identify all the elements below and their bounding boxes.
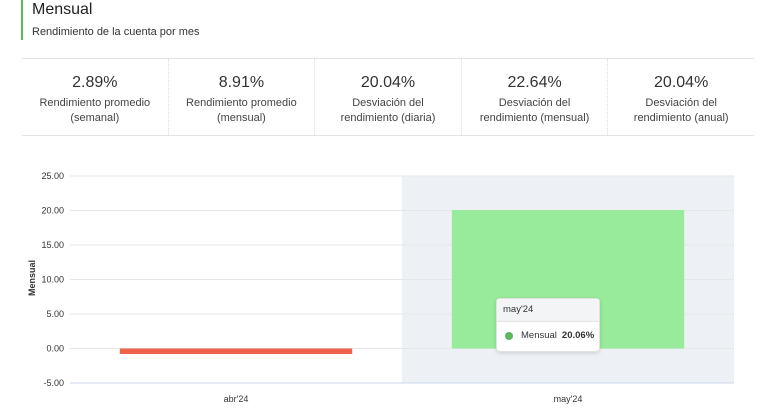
stat-label: Rendimiento promedio (semanal) xyxy=(39,97,151,124)
stat-label: Desviación del rendimiento (diaria) xyxy=(340,97,436,124)
tooltip-series-name: Mensual xyxy=(521,330,557,341)
y-axis-label: Mensual xyxy=(27,260,37,296)
y-tick-label: 20.00 xyxy=(41,206,64,216)
series-marker-icon xyxy=(505,331,513,340)
bar-abr24[interactable] xyxy=(119,348,353,355)
tooltip-value: 20.06% xyxy=(561,330,595,341)
page-subtitle: Rendimiento de la cuenta por mes xyxy=(32,26,200,38)
x-tick-label: may'24 xyxy=(554,394,583,404)
stat-daily-deviation: 20.04% Desviación del rendimiento (diaria… xyxy=(314,59,461,135)
tooltip-row: Mensual 20.06% xyxy=(497,322,599,341)
stat-label: Desviación del rendimiento (mensual) xyxy=(479,97,590,124)
stat-annual-deviation: 20.04% Desviación del rendimiento (anual) xyxy=(607,59,754,135)
stat-value: 20.04% xyxy=(654,74,709,91)
stat-value: 8.91% xyxy=(218,74,265,91)
page-title: Mensual xyxy=(32,1,93,18)
stat-label: Rendimiento promedio (mensual) xyxy=(186,97,297,124)
stat-weekly-avg: 2.89% Rendimiento promedio (semanal) xyxy=(22,59,168,135)
stat-monthly-deviation: 22.64% Desviación del rendimiento (mensua… xyxy=(460,59,608,135)
stat-monthly-avg: 8.91% Rendimiento promedio (mensual) xyxy=(167,59,315,135)
x-tick-label: abr'24 xyxy=(224,394,249,404)
stat-value: 22.64% xyxy=(507,74,562,91)
stat-value: 20.04% xyxy=(360,74,416,91)
y-tick-label: -5.00 xyxy=(43,378,64,388)
tooltip-category: may'24 xyxy=(497,299,599,322)
y-tick-label: 5.00 xyxy=(46,309,64,319)
stat-value: 2.89% xyxy=(72,74,118,91)
y-tick-label: 15.00 xyxy=(41,240,64,250)
section-header: Mensual Rendimiento de la cuenta por mes xyxy=(21,0,200,40)
y-tick-label: 10.00 xyxy=(41,275,64,285)
chart-tooltip: may'24 Mensual 20.06% xyxy=(496,298,600,352)
stat-label: Desviación del rendimiento (anual) xyxy=(633,97,729,124)
y-tick-label: 25.00 xyxy=(41,171,64,181)
stats-row: 2.89% Rendimiento promedio (semanal) 8.91… xyxy=(22,58,754,136)
y-tick-label: 0.00 xyxy=(46,344,64,354)
